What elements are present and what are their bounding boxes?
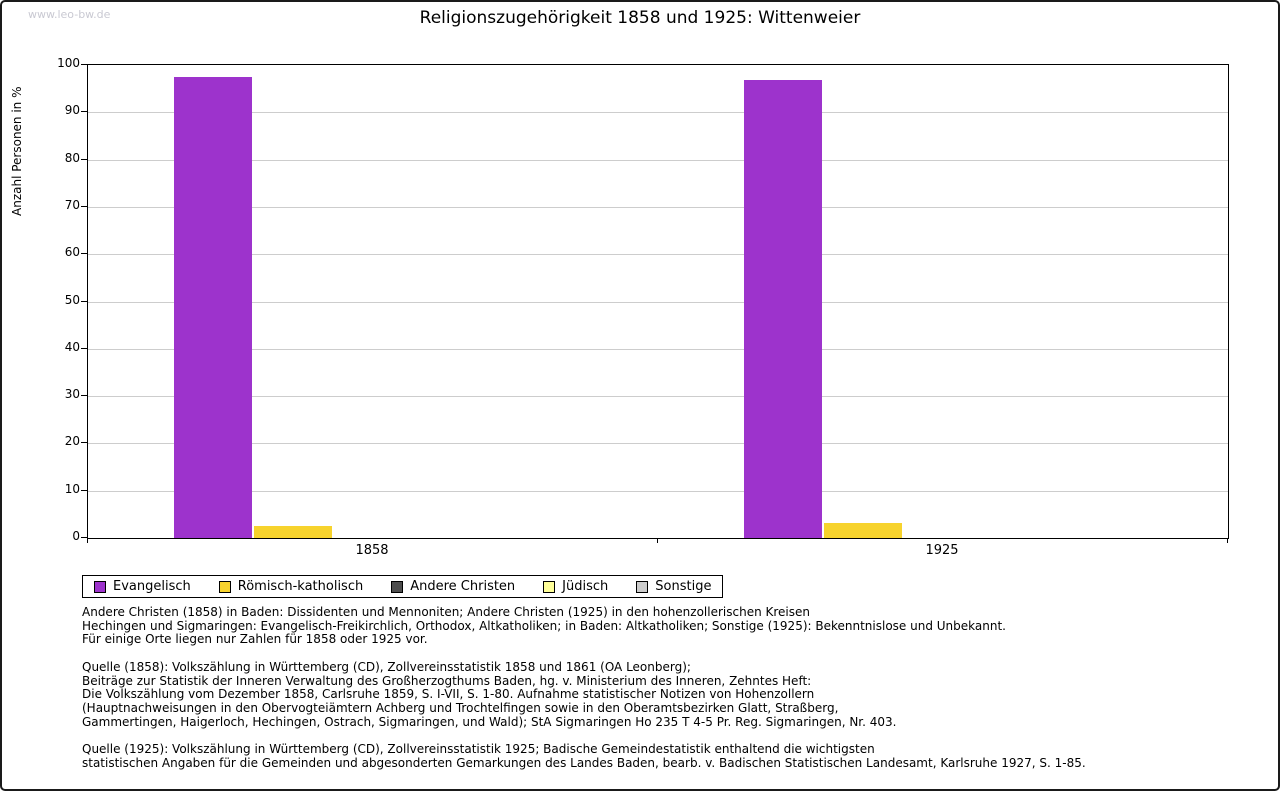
note-source-1858: Quelle (1858): Volkszählung in Württembe… (82, 660, 897, 729)
y-tick-label: 100 (57, 56, 80, 70)
x-tick-mark (87, 538, 88, 543)
y-tick-mark (81, 395, 87, 397)
y-tick-label: 40 (64, 339, 80, 354)
bar-1925-r-misch-katholisch (824, 523, 902, 538)
gridline (88, 348, 1228, 350)
legend-item: Sonstige (636, 579, 711, 594)
gridline (88, 490, 1228, 492)
y-tick-label: 50 (64, 292, 80, 307)
gridline (88, 301, 1228, 303)
bar-1858-evangelisch (174, 77, 252, 538)
y-tick-label: 60 (64, 245, 80, 260)
x-category-label: 1858 (355, 543, 389, 558)
bar-1925-evangelisch (744, 79, 822, 538)
legend-swatch-icon (391, 580, 404, 593)
y-tick-mark (81, 537, 87, 538)
note-definitions: Andere Christen (1858) in Baden: Disside… (82, 605, 1006, 647)
y-tick-mark (81, 300, 87, 302)
legend-swatch-icon (94, 580, 106, 593)
footnotes: Andere Christen (1858) in Baden: Disside… (82, 605, 1086, 785)
y-tick-mark (81, 111, 87, 113)
bar-1858-r-misch-katholisch (254, 525, 332, 538)
legend-item: Evangelisch (94, 579, 191, 594)
chart-title: Religionszugehörigkeit 1858 und 1925: Wi… (419, 8, 861, 28)
x-category-label: 1925 (925, 543, 959, 558)
gridline (88, 206, 1228, 208)
y-tick-mark (81, 253, 87, 255)
y-tick-label: 10 (64, 481, 80, 496)
legend-label: Evangelisch (113, 579, 191, 594)
legend-label: Römisch-katholisch (237, 579, 364, 594)
x-tick-mark (1227, 538, 1228, 543)
legend-swatch-icon (218, 580, 231, 593)
y-tick-mark (81, 489, 87, 491)
legend-label: Andere Christen (410, 579, 516, 594)
legend: Evangelisch Römisch-katholisch Andere Chri… (82, 575, 724, 598)
gridline (88, 159, 1228, 161)
legend-swatch-icon (543, 580, 556, 593)
gridline (88, 443, 1228, 445)
watermark: www.leo-bw.de (28, 8, 111, 21)
legend-item: Römisch-katholisch (218, 579, 364, 594)
y-tick-mark (81, 347, 87, 349)
note-source-1925: Quelle (1925): Volkszählung in Württembe… (82, 742, 1086, 771)
y-tick-mark (81, 64, 87, 65)
y-tick-mark (81, 158, 87, 160)
y-tick-label: 80 (64, 150, 80, 165)
gridline (88, 112, 1228, 114)
plot-area (87, 64, 1229, 539)
legend-item: Jüdisch (543, 579, 608, 594)
y-tick-label: 30 (64, 387, 80, 402)
y-tick-label: 0 (72, 529, 80, 543)
y-tick-mark (81, 442, 87, 444)
gridline (88, 396, 1228, 398)
y-tick-label: 70 (64, 197, 80, 212)
gridline (88, 254, 1228, 256)
legend-label: Jüdisch (562, 579, 609, 594)
y-tick-label: 90 (64, 103, 80, 118)
y-tick-mark (81, 205, 87, 207)
y-axis-title: Anzahl Personen in % (10, 86, 24, 216)
y-tick-label: 20 (64, 434, 80, 449)
legend-label: Sonstige (655, 579, 712, 594)
x-tick-mark (657, 538, 658, 543)
legend-item: Andere Christen (391, 579, 515, 594)
legend-swatch-icon (636, 580, 649, 593)
